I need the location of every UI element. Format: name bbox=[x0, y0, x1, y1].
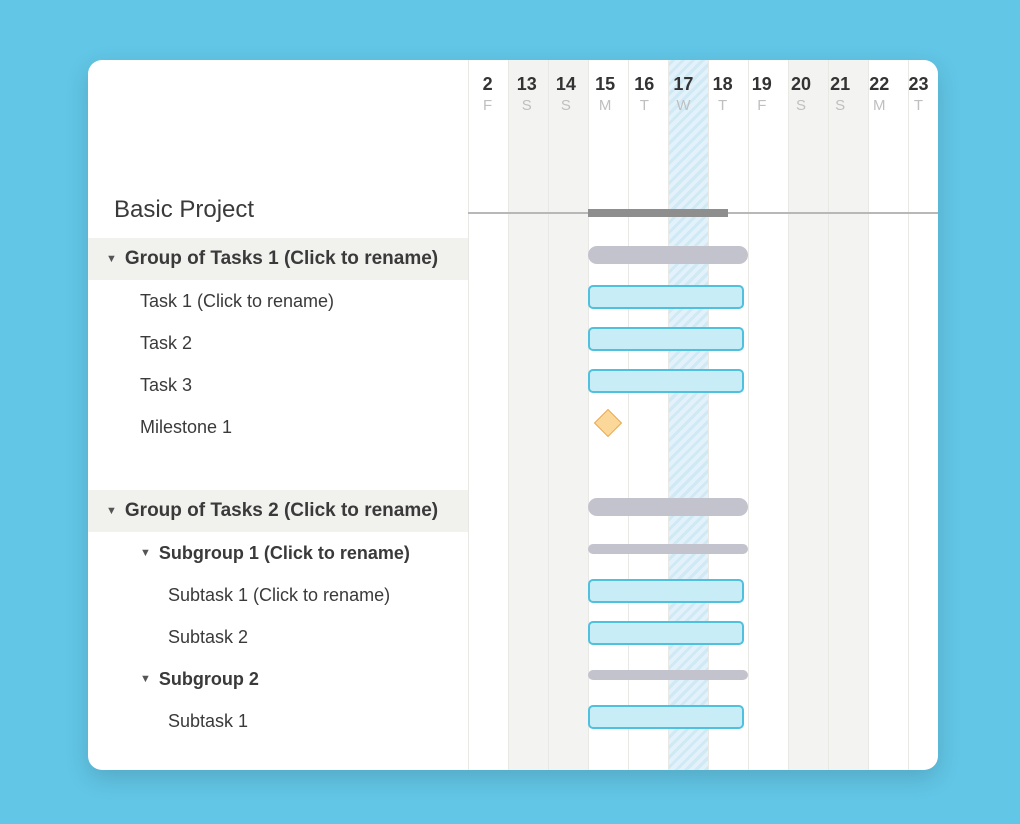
gantt-row bbox=[468, 234, 938, 276]
gantt-row bbox=[468, 528, 938, 570]
row-label[interactable]: Subgroup 1 (Click to rename) bbox=[159, 543, 410, 564]
row-label[interactable]: Group of Tasks 2 (Click to rename) bbox=[125, 500, 438, 522]
date-number: 20 bbox=[781, 74, 820, 95]
task-bar[interactable] bbox=[588, 327, 744, 351]
chevron-down-icon[interactable]: ▼ bbox=[106, 505, 117, 517]
date-col[interactable]: 21 S bbox=[821, 60, 860, 138]
milestone-row[interactable]: Milestone 1 bbox=[88, 406, 468, 448]
row-label[interactable]: Task 3 bbox=[140, 375, 192, 396]
date-weekday: M bbox=[860, 97, 899, 114]
project-summary-range[interactable] bbox=[588, 209, 728, 217]
date-weekday: S bbox=[546, 97, 585, 114]
date-weekday: S bbox=[781, 97, 820, 114]
task-row[interactable]: Task 2 bbox=[88, 322, 468, 364]
date-col[interactable]: 16 T bbox=[625, 60, 664, 138]
row-label[interactable]: Subgroup 2 bbox=[159, 669, 259, 690]
group-row[interactable]: ▼ Group of Tasks 1 (Click to rename) bbox=[88, 238, 468, 280]
project-summary-line bbox=[468, 212, 938, 214]
date-weekday: W bbox=[664, 97, 703, 114]
outer-frame: Basic Project ▼ Group of Tasks 1 (Click t… bbox=[0, 0, 1020, 824]
task-row[interactable]: Task 1 (Click to rename) bbox=[88, 280, 468, 322]
date-weekday: T bbox=[625, 97, 664, 114]
group-bar[interactable] bbox=[588, 246, 748, 264]
row-label[interactable]: Task 2 bbox=[140, 333, 192, 354]
date-weekday: M bbox=[586, 97, 625, 114]
date-number: 13 bbox=[507, 74, 546, 95]
date-number: 22 bbox=[860, 74, 899, 95]
date-weekday: F bbox=[742, 97, 781, 114]
app-window: Basic Project ▼ Group of Tasks 1 (Click t… bbox=[88, 60, 938, 770]
date-number: 2 bbox=[468, 74, 507, 95]
task-row[interactable]: Subtask 1 bbox=[88, 700, 468, 742]
subgroup-row[interactable]: ▼ Subgroup 2 bbox=[88, 658, 468, 700]
date-number: 21 bbox=[821, 74, 860, 95]
task-bar[interactable] bbox=[588, 285, 744, 309]
date-col[interactable]: 14 S bbox=[546, 60, 585, 138]
date-weekday: T bbox=[703, 97, 742, 114]
gantt-row bbox=[468, 318, 938, 360]
gantt-row bbox=[468, 612, 938, 654]
group-row[interactable]: ▼ Group of Tasks 2 (Click to rename) bbox=[88, 490, 468, 532]
task-bar[interactable] bbox=[588, 369, 744, 393]
chevron-down-icon[interactable]: ▼ bbox=[140, 547, 151, 559]
gantt-timeline[interactable]: 2F13S14S15M16T17W18T19F20S21S22M23T bbox=[468, 60, 938, 770]
task-bar[interactable] bbox=[588, 621, 744, 645]
date-number: 16 bbox=[625, 74, 664, 95]
task-bar[interactable] bbox=[588, 705, 744, 729]
date-col[interactable]: 17 W bbox=[664, 60, 703, 138]
gantt-row bbox=[468, 654, 938, 696]
date-number: 17 bbox=[664, 74, 703, 95]
project-title[interactable]: Basic Project bbox=[88, 196, 468, 238]
spacer-row bbox=[88, 448, 468, 490]
date-number: 14 bbox=[546, 74, 585, 95]
task-bar[interactable] bbox=[588, 579, 744, 603]
subgroup-bar[interactable] bbox=[588, 544, 748, 554]
row-label[interactable]: Subtask 1 (Click to rename) bbox=[168, 585, 390, 606]
date-col[interactable]: 23 T bbox=[899, 60, 938, 138]
date-col[interactable]: 20 S bbox=[781, 60, 820, 138]
gantt-row bbox=[468, 444, 938, 486]
gantt-row bbox=[468, 360, 938, 402]
date-col[interactable]: 13 S bbox=[507, 60, 546, 138]
subgroup-row[interactable]: ▼ Subgroup 1 (Click to rename) bbox=[88, 532, 468, 574]
row-label[interactable]: Task 1 (Click to rename) bbox=[140, 291, 334, 312]
gantt-row bbox=[468, 696, 938, 738]
task-tree-sidebar: Basic Project ▼ Group of Tasks 1 (Click t… bbox=[88, 60, 468, 770]
date-col[interactable]: 15 M bbox=[586, 60, 625, 138]
gantt-bars bbox=[468, 234, 938, 738]
row-label[interactable]: Milestone 1 bbox=[140, 417, 232, 438]
task-row[interactable]: Subtask 1 (Click to rename) bbox=[88, 574, 468, 616]
row-label[interactable]: Subtask 2 bbox=[168, 627, 248, 648]
date-col[interactable]: 18 T bbox=[703, 60, 742, 138]
date-header: 2F13S14S15M16T17W18T19F20S21S22M23T bbox=[468, 60, 938, 138]
row-label[interactable]: Group of Tasks 1 (Click to rename) bbox=[125, 248, 438, 270]
gantt-row bbox=[468, 486, 938, 528]
row-label[interactable]: Subtask 1 bbox=[168, 711, 248, 732]
date-number: 19 bbox=[742, 74, 781, 95]
task-row[interactable]: Subtask 2 bbox=[88, 616, 468, 658]
date-col[interactable]: 19 F bbox=[742, 60, 781, 138]
gantt-row bbox=[468, 570, 938, 612]
gantt-row bbox=[468, 276, 938, 318]
date-number: 18 bbox=[703, 74, 742, 95]
date-weekday: F bbox=[468, 97, 507, 114]
chevron-down-icon[interactable]: ▼ bbox=[140, 673, 151, 685]
date-number: 15 bbox=[586, 74, 625, 95]
milestone-marker[interactable] bbox=[594, 409, 622, 437]
date-col[interactable]: 22 M bbox=[860, 60, 899, 138]
gantt-row bbox=[468, 402, 938, 444]
gantt-row bbox=[468, 222, 938, 224]
chevron-down-icon[interactable]: ▼ bbox=[106, 253, 117, 265]
task-row[interactable]: Task 3 bbox=[88, 364, 468, 406]
date-weekday: S bbox=[507, 97, 546, 114]
subgroup-bar[interactable] bbox=[588, 670, 748, 680]
date-col[interactable]: 2F bbox=[468, 60, 507, 138]
group-bar[interactable] bbox=[588, 498, 748, 516]
date-weekday: S bbox=[821, 97, 860, 114]
date-weekday: T bbox=[899, 97, 938, 114]
date-number: 23 bbox=[899, 74, 938, 95]
